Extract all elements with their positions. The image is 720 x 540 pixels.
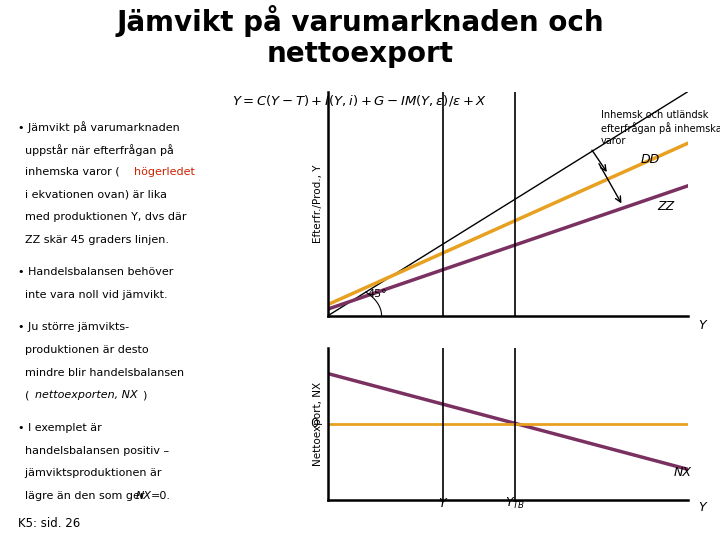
Text: ): ): [142, 390, 146, 401]
Text: $Y_{TB}$: $Y_{TB}$: [505, 496, 525, 511]
Text: ZZ: ZZ: [657, 200, 674, 213]
Text: =0.: =0.: [151, 491, 171, 501]
Text: (: (: [18, 390, 30, 401]
Text: ZZ skär 45 graders linjen.: ZZ skär 45 graders linjen.: [18, 235, 169, 245]
Text: produktionen är desto: produktionen är desto: [18, 345, 148, 355]
Text: Y: Y: [698, 319, 706, 332]
Text: med produktionen Y, dvs där: med produktionen Y, dvs där: [18, 212, 186, 222]
Text: jämviktsproduktionen är: jämviktsproduktionen är: [18, 468, 161, 478]
Text: lägre än den som ger: lägre än den som ger: [18, 491, 148, 501]
Text: Y: Y: [698, 501, 706, 514]
Text: handelsbalansen positiv –: handelsbalansen positiv –: [18, 446, 169, 456]
Text: $Y = C(Y - T) + I(Y, i) + G - IM(Y, \varepsilon)/\varepsilon + X$: $Y = C(Y - T) + I(Y, i) + G - IM(Y, \var…: [233, 93, 487, 108]
Text: högerledet: högerledet: [134, 167, 195, 177]
Text: Jämvikt på varumarknaden och: Jämvikt på varumarknaden och: [116, 5, 604, 37]
Y-axis label: Efterfr./Prod., Y: Efterfr./Prod., Y: [313, 165, 323, 243]
Text: • Handelsbalansen behöver: • Handelsbalansen behöver: [18, 267, 174, 278]
Text: $Y$: $Y$: [438, 497, 448, 510]
Text: uppstår när efterfrågan på: uppstår när efterfrågan på: [18, 144, 174, 156]
Text: 45°: 45°: [367, 289, 387, 299]
Text: Inhemsk och utländsk
efterfrågan på inhemska
varor: Inhemsk och utländsk efterfrågan på inhe…: [601, 110, 720, 146]
Text: inhemska varor (: inhemska varor (: [18, 167, 120, 177]
Text: NX: NX: [135, 491, 151, 501]
Text: nettoexporten, NX: nettoexporten, NX: [35, 390, 138, 401]
Text: DD: DD: [641, 153, 660, 166]
Text: 0: 0: [310, 417, 319, 430]
Text: • Ju större jämvikts-: • Ju större jämvikts-: [18, 322, 129, 333]
Text: i ekvationen ovan) är lika: i ekvationen ovan) är lika: [18, 190, 167, 200]
Text: inte vara noll vid jämvikt.: inte vara noll vid jämvikt.: [18, 290, 168, 300]
Y-axis label: Nettoexport, NX: Nettoexport, NX: [313, 382, 323, 466]
Text: mindre blir handelsbalansen: mindre blir handelsbalansen: [18, 368, 184, 378]
Text: • I exemplet är: • I exemplet är: [18, 423, 102, 433]
Text: nettoexport: nettoexport: [266, 40, 454, 69]
Text: NX: NX: [673, 465, 691, 479]
Text: K5: sid. 26: K5: sid. 26: [18, 517, 80, 530]
Text: • Jämvikt på varumarknaden: • Jämvikt på varumarknaden: [18, 122, 180, 133]
